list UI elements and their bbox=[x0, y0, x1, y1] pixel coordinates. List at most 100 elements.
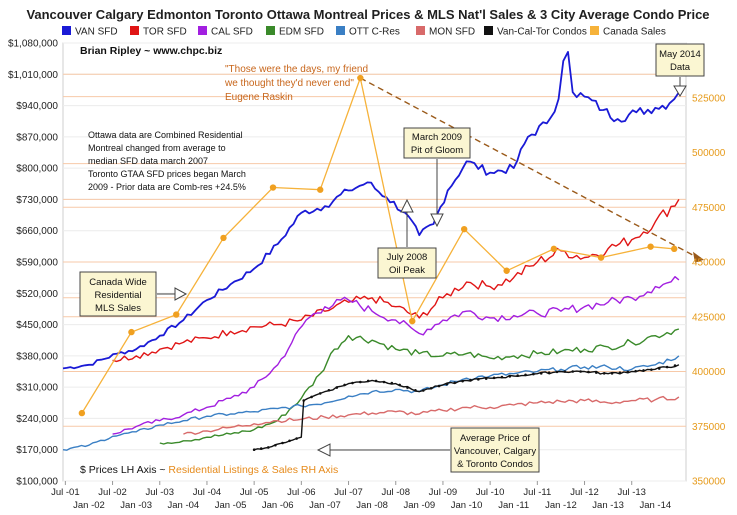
data-point-canada-sales bbox=[550, 245, 558, 253]
data-point-van-cal-tor-condos bbox=[642, 369, 645, 372]
series-line-mon-sfd bbox=[183, 395, 680, 435]
data-point-canada-sales bbox=[503, 267, 510, 274]
data-point-van-cal-tor-condos bbox=[532, 372, 535, 376]
y-right-tick-label: 350000 bbox=[692, 477, 726, 488]
legend-swatch-canada-sales bbox=[590, 26, 599, 35]
data-point-canada-sales bbox=[317, 186, 324, 193]
legend-swatch-edm-sfd bbox=[266, 26, 275, 35]
x-tick-label-lower: Jan -06 bbox=[262, 500, 294, 511]
legend-label-canada-sales: Canada Sales bbox=[603, 27, 666, 38]
legend-label-cal-sfd: CAL SFD bbox=[211, 27, 253, 38]
data-point-van-cal-tor-condos bbox=[634, 369, 637, 373]
y-left-tick-label: $590,000 bbox=[16, 258, 58, 269]
callout-july-2008: July 2008 Oil Peak bbox=[377, 198, 437, 279]
x-tick-label-lower: Jan -02 bbox=[73, 500, 105, 511]
quote-line-3: Eugene Raskin bbox=[225, 92, 293, 103]
series-canada-sales bbox=[78, 74, 678, 417]
data-point-canada-sales bbox=[671, 245, 678, 253]
callout-canada-wide-box bbox=[79, 271, 157, 317]
x-tick-label-upper: Jul -11 bbox=[523, 487, 551, 498]
callout-canada-wide-line-2: Residential bbox=[95, 290, 142, 301]
data-point-van-cal-tor-condos bbox=[429, 386, 433, 390]
axis-note-left: $ Prices LH Axis ~ Residential Listings … bbox=[80, 464, 338, 476]
legend: VAN SFD TOR SFD CAL SFD EDM SFD OTT C-Res MON… bbox=[62, 26, 666, 38]
callout-march-2009-line-2: Pit of Gloom bbox=[411, 145, 463, 156]
legend-label-ott-c-res: OTT C-Res bbox=[349, 27, 400, 38]
y-left-tick-label: $660,000 bbox=[16, 226, 58, 237]
y-left-tick-label: $940,000 bbox=[16, 101, 58, 112]
data-point-canada-sales bbox=[647, 243, 654, 250]
callout-march-2009-box bbox=[403, 127, 471, 159]
data-point-van-cal-tor-condos bbox=[421, 389, 425, 392]
legend-label-tor-sfd: TOR SFD bbox=[143, 27, 187, 38]
callout-canada-wide-line-1: Canada Wide bbox=[89, 277, 147, 288]
x-tick-label-upper: Jul -13 bbox=[617, 487, 646, 498]
data-point-van-cal-tor-condos bbox=[390, 381, 394, 385]
series-tor-sfd bbox=[112, 199, 680, 363]
data-point-van-cal-tor-condos bbox=[618, 371, 622, 374]
data-point-van-cal-tor-condos bbox=[555, 370, 559, 374]
x-tick-label-lower: Jan -04 bbox=[168, 500, 200, 511]
x-tick-label-lower: Jan -11 bbox=[498, 500, 529, 511]
data-point-van-cal-tor-condos bbox=[366, 379, 370, 383]
legend-swatch-ott-c-res bbox=[336, 26, 345, 35]
x-tick-label-upper: Jul -04 bbox=[193, 487, 222, 498]
ottawa-note-line-3: median SFD data march 2007 bbox=[88, 156, 208, 166]
data-point-van-cal-tor-condos bbox=[484, 377, 488, 380]
author-label: Brian Ripley ~ www.chpc.biz bbox=[80, 45, 222, 57]
data-point-van-cal-tor-condos bbox=[477, 378, 480, 381]
data-point-van-cal-tor-condos bbox=[665, 365, 669, 369]
axis-note-left-text: $ Prices LH Axis ~ bbox=[80, 464, 168, 476]
legend-label-van-sfd: VAN SFD bbox=[75, 27, 118, 38]
data-point-canada-sales bbox=[78, 409, 86, 417]
callout-canada-wide-line-3: MLS Sales bbox=[95, 303, 141, 314]
legend-swatch-mon-sfd bbox=[416, 26, 425, 35]
quote-line-2: we thought they'd never end" bbox=[224, 78, 354, 89]
data-point-canada-sales bbox=[409, 317, 416, 325]
callout-july-2008-arrow bbox=[400, 198, 414, 247]
x-tick-label-lower: Jan -03 bbox=[120, 500, 152, 511]
x-tick-label-upper: Jul -12 bbox=[570, 487, 599, 498]
legend-swatch-tor-sfd bbox=[130, 26, 139, 35]
data-point-van-cal-tor-condos bbox=[610, 372, 614, 375]
x-tick-label-lower: Jan -07 bbox=[309, 500, 341, 511]
data-point-van-cal-tor-condos bbox=[351, 381, 354, 385]
data-point-canada-sales bbox=[173, 311, 180, 318]
callout-average-price-box bbox=[450, 427, 540, 473]
x-tick-label-upper: Jul -07 bbox=[334, 487, 363, 498]
data-point-van-cal-tor-condos bbox=[500, 375, 504, 379]
y-right-tick-label: 375000 bbox=[692, 422, 726, 433]
series-mon-sfd bbox=[183, 395, 680, 435]
data-point-van-cal-tor-condos bbox=[295, 437, 298, 440]
quote-annotation: "Those were the days, my friend we thoug… bbox=[224, 64, 368, 103]
data-point-van-cal-tor-condos bbox=[602, 372, 606, 375]
axis-note-right-text: Residential Listings & Sales RH Axis bbox=[168, 464, 338, 476]
y-right-tick-label: 400000 bbox=[692, 367, 726, 378]
legend-swatch-cal-sfd bbox=[198, 26, 207, 35]
data-point-van-cal-tor-condos bbox=[595, 371, 598, 374]
callout-march-2009-arrow bbox=[430, 159, 444, 228]
data-point-van-cal-tor-condos bbox=[657, 367, 661, 370]
grid bbox=[63, 42, 686, 482]
y-left-tick-label: $800,000 bbox=[16, 164, 58, 175]
callout-average-price-arrowhead bbox=[316, 443, 331, 457]
y-right-tick-label: 525000 bbox=[692, 93, 726, 104]
x-tick-label-upper: Jul -10 bbox=[476, 487, 505, 498]
legend-label-mon-sfd: MON SFD bbox=[429, 27, 475, 38]
callout-march-2009: March 2009 Pit of Gloom bbox=[403, 127, 471, 228]
y-left-tick-label: $870,000 bbox=[16, 132, 58, 143]
series-edm-sfd bbox=[159, 328, 680, 445]
y-right-tick-label: 425000 bbox=[692, 312, 726, 323]
x-tick-label-upper: Jul -02 bbox=[98, 487, 127, 498]
callout-average-price-line-2: Vancouver, Calgary bbox=[454, 446, 536, 457]
data-point-van-cal-tor-condos bbox=[469, 378, 472, 382]
y-left-tick-label: $240,000 bbox=[16, 414, 58, 425]
x-tick-label-upper: Jul -09 bbox=[429, 487, 458, 498]
y-left-tick-label: $730,000 bbox=[16, 195, 58, 206]
data-point-van-cal-tor-condos bbox=[508, 375, 512, 378]
data-point-van-cal-tor-condos bbox=[539, 372, 543, 375]
legend-swatch-van-sfd bbox=[62, 26, 71, 35]
data-point-van-cal-tor-condos bbox=[335, 386, 339, 389]
callout-canada-wide: Canada Wide Residential MLS Sales bbox=[79, 271, 188, 317]
